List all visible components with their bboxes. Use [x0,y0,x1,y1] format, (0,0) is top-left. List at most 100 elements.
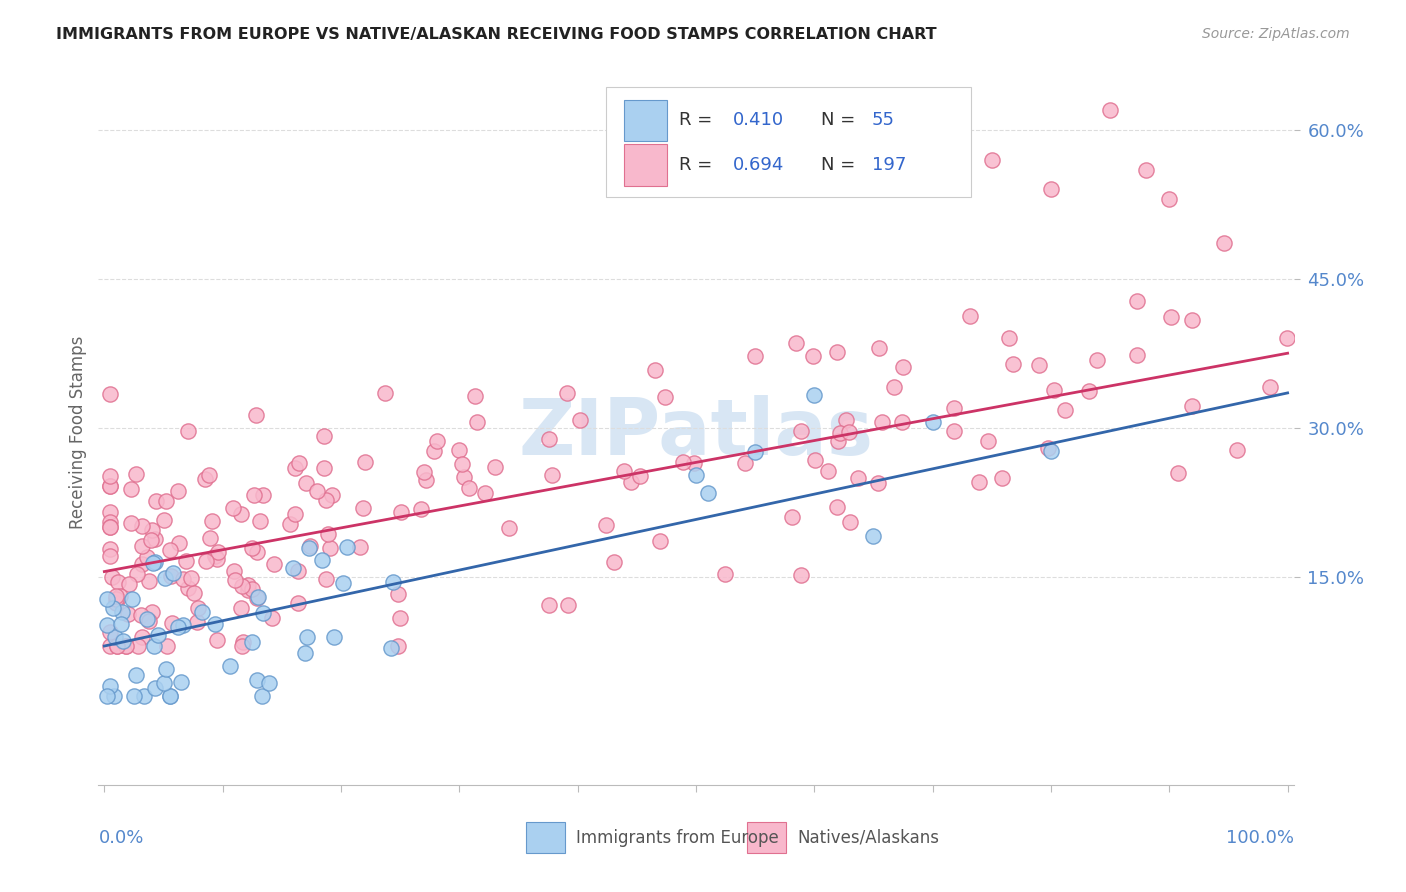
Point [219,659,242,673]
Point [332,575,354,590]
Point [98,479,121,493]
Point [868,476,890,491]
Text: 55: 55 [872,112,894,129]
Point [231,601,253,615]
Point [111,605,134,619]
Point [1226,442,1249,457]
Point [104,630,127,644]
Point [252,689,274,703]
Point [207,545,229,559]
Text: Natives/Alaskans: Natives/Alaskans [797,829,939,847]
Point [1167,466,1189,480]
Point [105,639,128,653]
Text: N =: N = [821,112,862,129]
Point [451,458,474,472]
Point [98,469,121,483]
Point [198,531,221,545]
Point [98,625,121,640]
Point [205,632,228,647]
Point [142,556,165,570]
Point [803,172,825,186]
Point [115,639,138,653]
Text: R =: R = [679,156,718,174]
Point [299,539,322,553]
Point [284,460,307,475]
Point [734,456,756,470]
Point [172,572,194,586]
Text: 0.0%: 0.0% [98,830,143,847]
Point [187,601,209,615]
Text: R =: R = [679,112,718,129]
Point [96,618,118,632]
Point [131,519,153,533]
Point [222,565,245,579]
Point [105,596,128,610]
Point [423,444,446,458]
Point [159,542,181,557]
Point [322,630,344,644]
Point [316,527,339,541]
Point [260,610,283,624]
Point [782,509,804,524]
Point [1126,348,1149,362]
Point [194,472,217,486]
Point [1085,353,1108,368]
Point [156,639,179,653]
Point [943,401,966,415]
Point [685,467,707,482]
Text: 100.0%: 100.0% [1226,830,1294,847]
Point [426,434,449,448]
Point [143,639,166,653]
Point [457,481,479,495]
Point [278,517,301,532]
Point [315,493,337,508]
Point [817,464,839,478]
Point [352,500,374,515]
Point [825,500,848,515]
Point [98,386,121,401]
Point [246,673,269,687]
Point [835,413,858,427]
Point [848,471,870,485]
Point [96,689,118,703]
Point [167,483,190,498]
FancyBboxPatch shape [606,87,972,196]
Point [891,359,914,374]
Point [111,633,134,648]
Point [167,620,190,634]
Point [1258,379,1281,393]
Point [803,453,825,467]
Point [790,424,813,438]
Point [297,630,319,644]
Point [868,341,890,355]
Point [245,545,267,559]
Point [287,596,309,610]
Point [224,573,246,587]
Point [537,433,560,447]
Text: ZIPatlas: ZIPatlas [519,394,873,471]
Point [474,486,496,500]
Point [287,564,309,578]
Point [229,508,252,522]
Point [146,628,169,642]
Point [803,387,825,401]
Point [1039,182,1062,196]
Point [349,540,371,554]
Point [1181,399,1204,413]
Point [883,380,905,394]
Point [139,533,162,547]
Point [236,578,259,592]
Point [336,540,359,554]
Point [1181,313,1204,327]
Point [160,568,183,582]
Point [387,587,409,601]
Point [201,514,224,528]
Point [141,523,163,537]
Point [672,455,695,469]
Point [122,689,145,703]
Point [159,689,181,703]
Point [870,415,893,429]
Point [204,549,226,563]
Point [190,605,212,619]
Point [839,515,862,529]
